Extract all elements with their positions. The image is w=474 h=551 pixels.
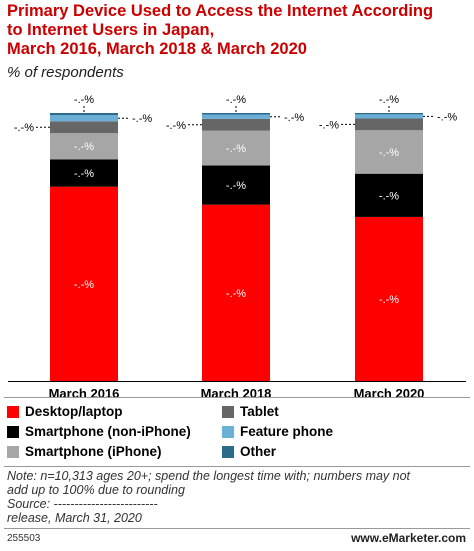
data-label: -.-% (226, 180, 246, 192)
chart-title-line-2: to Internet Users in Japan, (7, 21, 215, 39)
data-label: -.-% (74, 168, 94, 180)
stacked-bar-chart: -.-% -.-% -.-% -.-% -.-% -.-% March 2016 -.-% -.… (8, 94, 466, 400)
legend-item-smartphone-non-iphone: Smartphone (non-iPhone) (7, 424, 191, 439)
chart-subtitle: % of respondents (7, 64, 124, 81)
data-label: -.-% (226, 143, 246, 155)
note-line-1: Note: n=10,313 ages 20+; spend the longe… (7, 469, 411, 483)
footer-divider (4, 528, 470, 529)
data-label: -.-% (74, 141, 94, 153)
note-top-divider (4, 466, 470, 467)
legend-swatch-tablet (222, 405, 234, 418)
bar-segment-feature-phone-2 (355, 114, 423, 119)
brand-link[interactable]: www.eMarketer.com (351, 531, 466, 545)
data-label: -.-% (379, 190, 399, 202)
chart-legend: Desktop/laptop Smartphone (non-iPhone) S… (7, 404, 467, 464)
legend-item-desktop: Desktop/laptop (7, 404, 123, 419)
category-label: March 2020 (354, 386, 425, 400)
legend-item-smartphone-iphone: Smartphone (iPhone) (7, 444, 162, 459)
data-label: -.-% (379, 147, 399, 159)
chart-title-line-3: March 2016, March 2018 & March 2020 (7, 40, 307, 58)
bar-segment-feature-phone-0 (50, 115, 118, 122)
chart-id: 255503 (7, 533, 41, 544)
data-label-tablet: -.-% (166, 120, 186, 132)
legend-item-other: Other (222, 444, 276, 459)
legend-swatch-other (222, 445, 234, 458)
bar-segment-smartphone-iphone-2 (355, 130, 423, 174)
legend-label-desktop: Desktop/laptop (25, 404, 123, 419)
bar-segment-tablet-1 (202, 118, 270, 131)
data-label-other: -.-% (379, 94, 399, 106)
data-label-feature-phone: -.-% (284, 112, 304, 124)
bar-segment-desktop-0 (50, 186, 118, 381)
bar-segment-tablet-0 (50, 121, 118, 134)
legend-swatch-smartphone-non-iphone (7, 425, 19, 438)
legend-label-smartphone-non-iphone: Smartphone (non-iPhone) (25, 424, 191, 439)
legend-swatch-smartphone-iphone (7, 445, 19, 458)
legend-label-tablet: Tablet (240, 404, 279, 419)
bar-segment-tablet-2 (355, 118, 423, 131)
data-label-feature-phone: -.-% (437, 111, 457, 123)
category-label: March 2016 (49, 386, 120, 400)
bar-segment-desktop-2 (355, 216, 423, 381)
legend-item-tablet: Tablet (222, 404, 279, 419)
data-label: -.-% (379, 294, 399, 306)
data-label-feature-phone: -.-% (132, 113, 152, 125)
category-label: March 2018 (201, 386, 272, 400)
note-line-2: add up to 100% due to rounding (7, 483, 185, 497)
bar-segment-other-1 (202, 113, 270, 115)
chart-note: Note: n=10,313 ages 20+; spend the longe… (7, 469, 469, 525)
bar-segment-smartphone-non-iphone-2 (355, 173, 423, 217)
legend-label-other: Other (240, 444, 277, 459)
bar-segment-other-2 (355, 113, 423, 115)
bar-segment-smartphone-non-iphone-0 (50, 159, 118, 187)
legend-swatch-desktop (7, 405, 19, 418)
chart-title-line-1: Primary Device Used to Access the Intern… (7, 2, 434, 20)
bar-segment-smartphone-iphone-0 (50, 133, 118, 160)
source-line-2: release, March 31, 2020 (7, 511, 142, 525)
data-label-other: -.-% (74, 94, 94, 106)
legend-label-smartphone-iphone: Smartphone (iPhone) (25, 444, 162, 459)
legend-label-feature-phone: Feature phone (240, 424, 334, 439)
bar-segment-smartphone-non-iphone-1 (202, 165, 270, 205)
source-line-1: Source: ------------------------- (7, 497, 158, 511)
data-label-tablet: -.-% (14, 122, 34, 134)
bar-segment-smartphone-iphone-1 (202, 130, 270, 166)
bar-segment-other-0 (50, 113, 118, 116)
data-label: -.-% (74, 279, 94, 291)
chart-title: Primary Device Used to Access the Intern… (7, 2, 469, 59)
bar-segment-desktop-1 (202, 204, 270, 381)
data-label-other: -.-% (226, 94, 246, 106)
legend-top-divider (4, 397, 470, 398)
legend-item-feature-phone: Feature phone (222, 424, 333, 439)
data-label: -.-% (226, 288, 246, 300)
bar-segment-feature-phone-1 (202, 114, 270, 119)
data-label-tablet: -.-% (319, 119, 339, 131)
legend-swatch-feature-phone (222, 425, 234, 438)
